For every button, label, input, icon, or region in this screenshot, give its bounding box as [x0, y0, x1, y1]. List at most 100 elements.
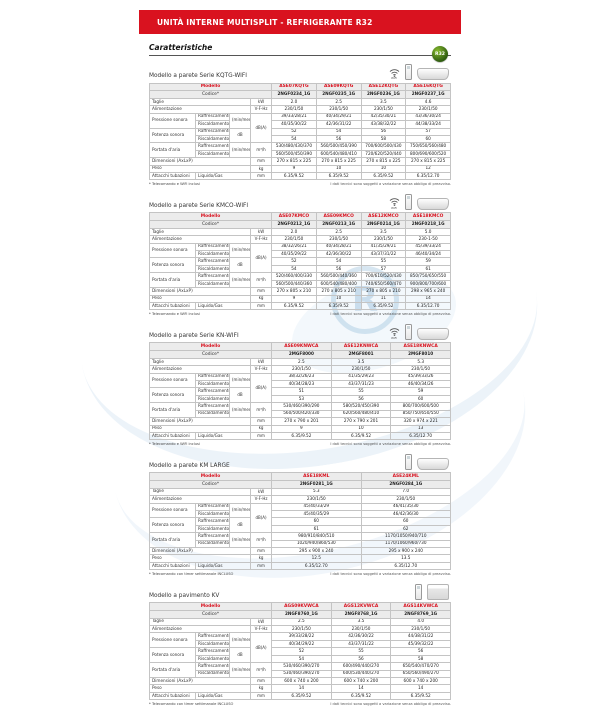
- remote-screen: [406, 455, 410, 459]
- spec-label-cell: (min/med/max): [229, 532, 251, 549]
- spec-cell: 62: [360, 524, 452, 534]
- spec-cell: 14: [405, 294, 451, 304]
- table-row-models: Modello ASE07KQTG ASE09KQTG ASE12KQTG ASE16K…: [148, 82, 451, 92]
- spec-cell: ASE09KNWCA: [271, 342, 332, 352]
- table-row-attacchi: Attacchi tubazioni Liquido/Gas mm 6.35/9.52…: [149, 431, 451, 441]
- spec-cell: 1020/940/860/530: [271, 539, 362, 549]
- page-header-bar: UNITÀ INTERNE MULTISPLIT - REFRIGERANTE …: [139, 10, 461, 34]
- spec-cell: 6.35/9.52: [315, 172, 362, 181]
- spec-label-cell: Riscaldamento: [195, 379, 230, 389]
- section-header: Modello a parete KM LARGE: [149, 453, 451, 470]
- table-footnotes: * Telecomando e WiFi inclusi I dati tecn…: [149, 182, 451, 186]
- table-row-pressione-raff: Pressione sonoraRaffrescamento(min/med/m…: [149, 112, 451, 144]
- spec-cell: 7.0: [360, 487, 452, 497]
- spec-cell: 230/1/50: [390, 365, 451, 374]
- spec-cell: 530/460/390/270: [271, 662, 332, 671]
- spec-cell: 2.0: [271, 97, 317, 107]
- caratteristiche-heading: Caratteristiche: [149, 43, 451, 56]
- spec-label-cell: kg: [249, 294, 273, 304]
- remote-control-icon: [404, 193, 412, 210]
- spec-cell: ASE18KML: [271, 472, 362, 481]
- spec-label-cell: Portata d'aria: [149, 662, 196, 678]
- spec-section-1: Modello a parete Serie KQTG-WIFI WiFi Mo…: [148, 64, 451, 186]
- spec-label-cell: Riscaldamento: [195, 654, 230, 664]
- spec-cell: 6.35/9.52: [360, 172, 407, 181]
- spec-cell: 2.5: [271, 357, 332, 367]
- table-row-portata-risc: Riscaldamento 560/500/450/390 600/540/480/…: [150, 149, 451, 159]
- spec-cell: 38/32/26/21: [271, 242, 317, 252]
- spec-label-cell: Raffrescamento: [195, 502, 230, 511]
- table-row-taglie: Taglie kW 2.0 2.5 3.5 4.6: [149, 97, 451, 107]
- spec-label-cell: Peso: [149, 554, 251, 563]
- spec-label-cell: Codice*: [148, 609, 273, 619]
- spec-cell: ASE09KMCO: [315, 212, 362, 222]
- spec-label-cell: Dimensioni (AxLxP): [149, 547, 251, 556]
- section-title: Modello a parete Serie KMCO-WIFI: [149, 202, 249, 209]
- spec-cell: 2.5: [315, 227, 362, 237]
- table-row-potenza-raff: Potenza sonora Raffrescamento dB 52 54 55 59: [149, 257, 451, 274]
- spec-label-cell: Attacchi tubazioni: [149, 431, 196, 441]
- spec-label-cell: Raffrescamento: [195, 662, 230, 671]
- spec-cell: 230/1/50: [271, 495, 362, 504]
- spec-label-cell: Raffrescamento: [195, 517, 230, 526]
- spec-cell: 2MGF8000: [271, 350, 332, 359]
- table-row-models: Modello ASE09KNWCA ASE12KNWCA ASE18KNWCA: [148, 342, 451, 352]
- spec-cell: 230/1/50: [390, 625, 451, 634]
- table-row-pressione-risc: Riscaldamento 40/34/28/23 43/37/31/23 46/40…: [150, 379, 451, 389]
- spec-label-cell: Riscaldamento: [195, 509, 230, 519]
- wifi-icon-svg: [389, 198, 399, 207]
- spec-label-cell: Alimentazione: [149, 365, 251, 374]
- spec-label-cell: dB(A): [249, 372, 273, 404]
- table-row-peso: Peso kg 9 10 11 14: [149, 294, 451, 304]
- spec-label-cell: (min/med/max): [229, 242, 251, 259]
- spec-cell: 980/910/840/510: [271, 532, 362, 541]
- spec-cell: ASE12KQTG: [360, 82, 407, 92]
- spec-cell: 620/560/480/410: [330, 409, 392, 419]
- spec-cell: 43/37/31/22: [330, 639, 392, 649]
- spec-cell: 40/35/29/22: [271, 250, 317, 259]
- spec-section-4: Modello a parete KM LARGE Modello ASE18KM…: [148, 453, 452, 576]
- spec-label-cell: (min/med/max): [229, 632, 251, 649]
- remote-screen: [406, 66, 410, 69]
- spec-cell: ASE18KNWCA: [390, 342, 451, 352]
- spec-cell: 230-1-50: [405, 235, 451, 244]
- spec-label-cell: Riscaldamento: [195, 279, 230, 289]
- spec-label-cell: Raffrescamento: [195, 532, 230, 541]
- spec-cell: 270 x 805 x 210: [271, 287, 317, 296]
- spec-cell: 42/36/30/22: [330, 632, 392, 641]
- spec-label-cell: Riscaldamento: [195, 394, 230, 404]
- spec-cell: 6.35/9.52: [330, 691, 392, 701]
- spec-cell: 55: [330, 387, 392, 396]
- spec-label-cell: Modello: [148, 472, 273, 481]
- spec-cell: 270 x 805 x 210: [360, 287, 407, 296]
- spec-cell: 9: [271, 294, 317, 304]
- spec-label-cell: Modello: [148, 212, 273, 222]
- spec-cell: 13: [390, 424, 451, 433]
- spec-label-cell: kW: [249, 617, 273, 627]
- spec-label-cell: m³/h: [249, 142, 273, 159]
- spec-cell: 230/1/50: [330, 365, 392, 374]
- spec-cell: 12.5: [271, 554, 362, 563]
- spec-cell: 230/1/50: [405, 105, 451, 114]
- spec-cell: 10: [315, 294, 362, 304]
- section-icons: WiFi: [389, 323, 452, 340]
- spec-cell: 2NGF0214_1G: [360, 220, 407, 229]
- table-row-attacchi: Attacchi tubazioni Liquido/Gas mm 6.35/9.52…: [149, 691, 451, 701]
- section-title: Modello a parete Serie KQTG-WIFI: [149, 73, 247, 79]
- spec-label-cell: mm: [249, 561, 273, 571]
- spec-label-cell: Riscaldamento: [195, 409, 230, 419]
- table-row-dimensioni: Dimensioni (AxLxP) mm 270 x 805 x 210 270 x…: [149, 287, 451, 296]
- spec-label-cell: mm: [249, 691, 273, 701]
- spec-cell: 560/500/440/360: [271, 279, 317, 289]
- spec-cell: 60: [405, 134, 451, 144]
- spec-cell: 700/610/520/430: [360, 272, 407, 281]
- spec-label-cell: (min/med/max): [229, 662, 251, 678]
- remote-control-icon: [404, 64, 412, 80]
- spec-cell: ASE18KMCO: [405, 212, 451, 222]
- spec-label-cell: kW: [249, 357, 273, 367]
- spec-cell: 59: [405, 257, 451, 266]
- spec-cell: ASE07KMCO: [271, 212, 317, 222]
- table-row-dimensioni: Dimensioni (AxLxP) mm 600 x 740 x 200 600 x…: [149, 676, 451, 686]
- section-title: Modello a parete Serie KN-WIFI: [149, 332, 239, 339]
- spec-cell: 2NGF0218_1G: [405, 220, 451, 229]
